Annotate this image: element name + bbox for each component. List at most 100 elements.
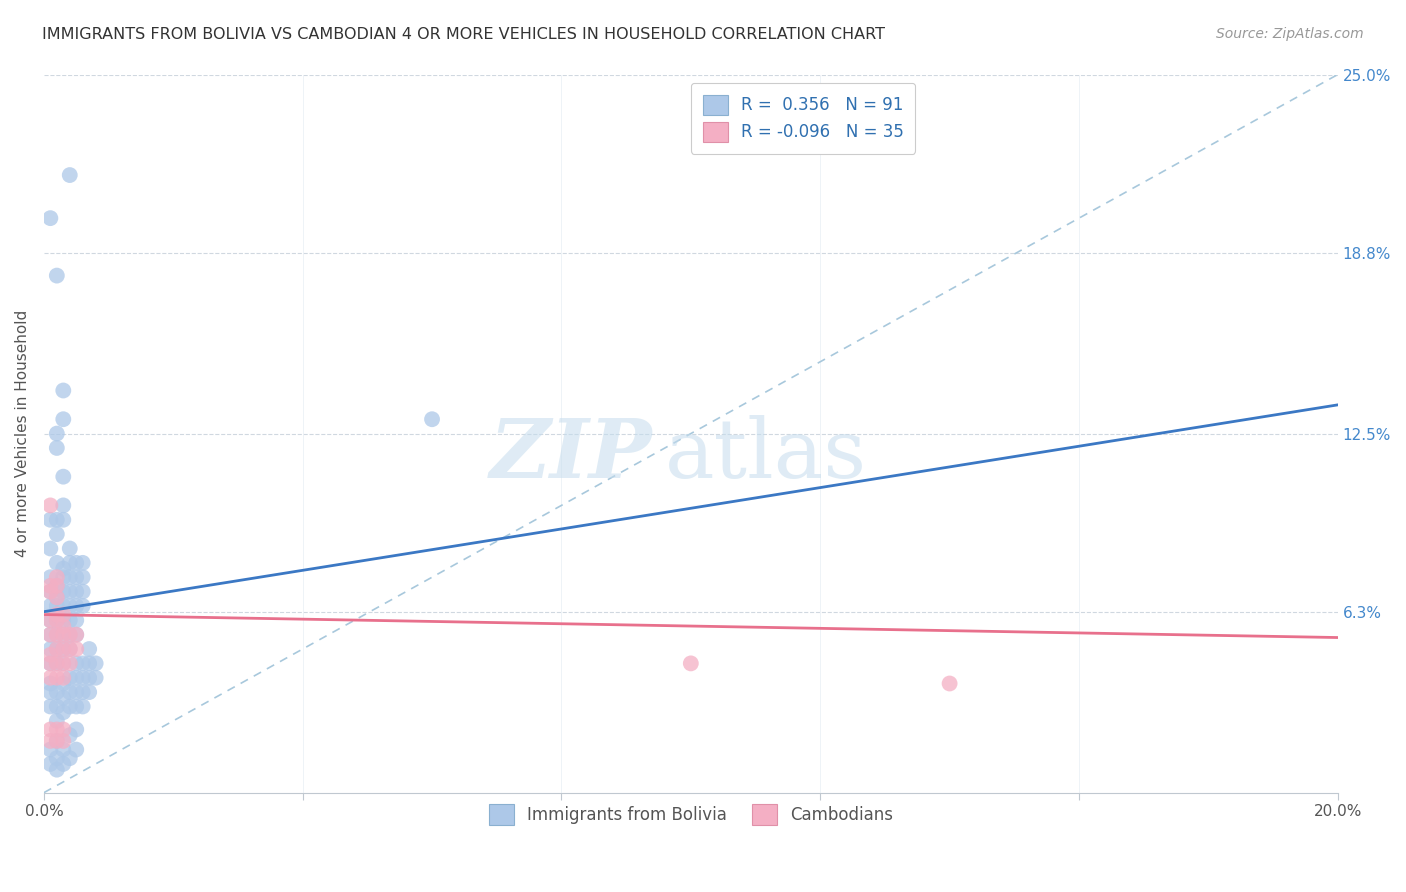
Point [59,751,82,765]
Point [59,642,82,657]
Point [45,657,67,671]
Point [65,742,87,756]
Point [52,642,75,657]
Point [52,657,75,671]
Point [77,642,100,657]
Point [52,570,75,584]
Point [45,556,67,570]
Point [45,591,67,605]
Point [39,541,62,556]
Point [65,723,87,737]
Point [72,584,94,599]
Point [52,676,75,690]
Point [45,527,67,541]
Point [72,685,94,699]
Point [45,426,67,441]
Point [45,628,67,642]
Point [65,556,87,570]
Point [52,607,75,622]
Point [45,607,67,622]
Point [52,599,75,613]
Point [39,628,62,642]
Point [59,628,82,642]
Point [59,642,82,657]
Point [52,742,75,756]
Point [59,570,82,584]
Point [938,676,960,690]
Point [45,513,67,527]
Point [59,685,82,699]
Point [65,671,87,685]
Point [52,584,75,599]
Point [52,469,75,483]
Point [39,699,62,714]
Point [45,613,67,627]
Point [52,705,75,719]
Point [45,599,67,613]
Text: ZIP: ZIP [489,415,652,495]
Point [39,499,62,513]
Point [59,628,82,642]
Point [65,642,87,657]
Point [72,671,94,685]
Point [59,671,82,685]
Point [52,499,75,513]
Point [72,570,94,584]
Point [52,384,75,398]
Point [39,685,62,699]
Point [39,671,62,685]
Text: IMMIGRANTS FROM BOLIVIA VS CAMBODIAN 4 OR MORE VEHICLES IN HOUSEHOLD CORRELATION: IMMIGRANTS FROM BOLIVIA VS CAMBODIAN 4 O… [42,27,886,42]
Point [39,584,62,599]
Point [52,690,75,705]
Point [59,541,82,556]
Point [72,699,94,714]
Point [39,599,62,613]
Point [59,599,82,613]
Point [45,441,67,455]
Y-axis label: 4 or more Vehicles in Household: 4 or more Vehicles in Household [15,310,30,558]
Point [45,642,67,657]
Point [39,657,62,671]
Point [39,723,62,737]
Point [84,657,107,671]
Point [52,628,75,642]
Point [39,628,62,642]
Point [45,751,67,765]
Point [65,699,87,714]
Point [52,628,75,642]
Point [45,613,67,627]
Point [39,570,62,584]
Point [45,685,67,699]
Point [65,570,87,584]
Point [39,211,62,226]
Point [65,628,87,642]
Point [52,513,75,527]
Point [84,671,107,685]
Point [59,657,82,671]
Point [39,613,62,627]
Point [52,671,75,685]
Point [52,642,75,657]
Point [45,579,67,593]
Point [45,734,67,748]
Point [52,723,75,737]
Point [52,756,75,771]
Point [45,723,67,737]
Point [45,699,67,714]
Point [45,734,67,748]
Point [45,763,67,777]
Point [77,671,100,685]
Point [39,642,62,657]
Text: atlas: atlas [665,415,868,495]
Point [52,657,75,671]
Point [65,613,87,627]
Point [52,613,75,627]
Point [39,513,62,527]
Point [59,556,82,570]
Point [52,619,75,633]
Text: Source: ZipAtlas.com: Source: ZipAtlas.com [1216,27,1364,41]
Point [420,412,443,426]
Point [52,561,75,575]
Point [45,714,67,728]
Point [77,657,100,671]
